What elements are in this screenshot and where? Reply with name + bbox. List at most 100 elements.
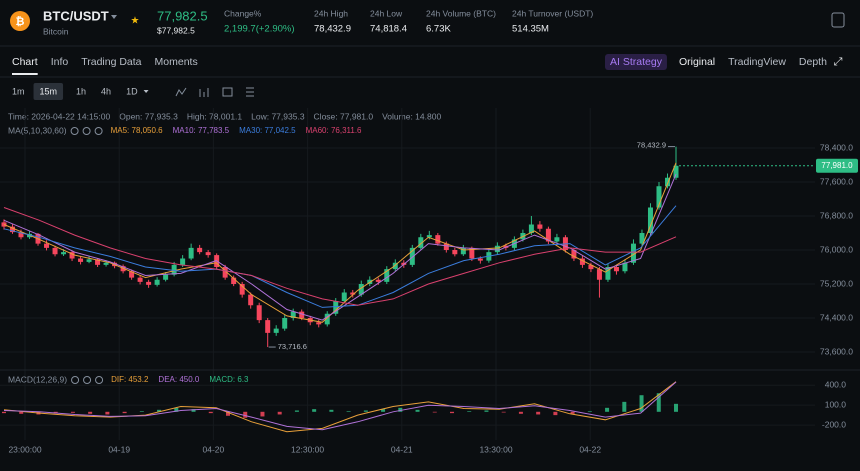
macd-bar: [570, 411, 575, 414]
macd-bar: [260, 411, 265, 417]
candle-body: [324, 313, 330, 325]
last-price-label: 77,981.0: [821, 161, 853, 170]
candle-body: [10, 226, 16, 233]
tab[interactable]: Trading Data: [81, 56, 141, 68]
interval[interactable]: 1h: [76, 86, 86, 96]
tool-icons: [175, 87, 254, 97]
tool-icon[interactable]: [175, 87, 187, 97]
candle-body: [273, 328, 279, 333]
tool-icon[interactable]: [222, 87, 233, 97]
view-tab[interactable]: Depth: [799, 56, 827, 68]
ai-pill: [605, 54, 667, 70]
settings-icon[interactable]: [831, 12, 845, 28]
macd-bar: [139, 411, 144, 412]
tool-icon[interactable]: [246, 87, 254, 97]
macd-icon[interactable]: [83, 376, 92, 384]
macd-icon[interactable]: [71, 376, 80, 384]
ohlc-info: Time: 2026-04-22 14:15:00: [8, 111, 110, 121]
price-chart: 23:00:00 04-19 04-20 12:30:00 04-21 13:30:00 0…: [0, 108, 860, 454]
macd-bar: [19, 411, 24, 414]
low-label: 73,716.6: [278, 342, 307, 351]
macd-bar: [363, 410, 368, 412]
ohlc-info: Close: 77,981.0: [314, 111, 374, 121]
candle-body: [61, 252, 67, 255]
ma-icon[interactable]: [94, 127, 103, 135]
candle-body: [494, 245, 500, 253]
candle-body: [579, 258, 585, 265]
y-tick-label: 73,600.0: [820, 346, 853, 356]
candle-body: [469, 247, 475, 259]
view-tab[interactable]: TradingView: [728, 56, 786, 68]
stat-label: Change%: [224, 8, 262, 18]
ma-icon[interactable]: [70, 127, 79, 135]
macd-bar: [208, 411, 213, 414]
macd-bar: [484, 410, 489, 412]
tab[interactable]: Chart: [12, 56, 38, 68]
candle-body: [137, 277, 143, 282]
candle-body: [443, 243, 449, 250]
x-label: 04-22: [579, 444, 601, 454]
candle-body: [86, 259, 92, 262]
favorite[interactable]: ★: [131, 16, 140, 27]
candle-body: [69, 252, 75, 259]
last-price: 77,982.5: [157, 8, 208, 23]
interval[interactable]: 15m: [40, 86, 58, 96]
stat-value: 74,818.4: [370, 24, 407, 35]
ma-line: [3, 205, 677, 308]
interval[interactable]: 1D: [126, 86, 138, 96]
tab[interactable]: Moments: [155, 56, 198, 68]
candle-body: [341, 292, 347, 301]
candle-body: [613, 267, 619, 272]
macd-bar: [450, 411, 454, 414]
macd-title: MACD(12,26,9): [8, 374, 67, 384]
x-label: 04-19: [108, 444, 130, 454]
candle-body: [639, 233, 645, 244]
macd-bar: [88, 411, 93, 414]
macd-bar: [639, 395, 644, 412]
view-tab[interactable]: Original: [679, 56, 715, 68]
macd-bar: [622, 401, 627, 412]
interval-active: [33, 83, 64, 100]
candle-body: [290, 311, 296, 318]
interval-caret[interactable]: [143, 90, 149, 93]
dropdown[interactable]: [111, 15, 117, 19]
macd-bar: [432, 411, 437, 413]
fullscreen[interactable]: ⤢: [834, 56, 843, 68]
x-label: 13:30:00: [479, 444, 512, 454]
macd-chart: 400.0 100.0 -200.0 MACD(12,26,9) DIF: 453.2 D…: [0, 374, 846, 433]
macd-bar: [329, 409, 334, 412]
candle-body: [205, 252, 211, 256]
macd-icon[interactable]: [95, 376, 104, 384]
candle-body: [248, 294, 254, 306]
macd-line: [3, 381, 677, 431]
interval[interactable]: 1m: [12, 86, 25, 96]
right-tabs: AI Strategy Original TradingView Depth: [605, 54, 827, 70]
macd-bar: [243, 411, 248, 418]
x-label: 12:30:00: [291, 444, 324, 454]
macd-bar: [415, 409, 420, 412]
y-tick-label: 76,000.0: [820, 244, 853, 254]
ma-legend: MA30: 77,042.5: [239, 126, 296, 135]
ma-icon[interactable]: [82, 127, 91, 135]
tab[interactable]: Info: [51, 56, 69, 68]
candle-body: [409, 247, 415, 265]
candle-body: [358, 284, 364, 295]
tool-icon[interactable]: [199, 88, 209, 97]
y-tick-label: 74,400.0: [820, 312, 853, 322]
macd-bar: [174, 407, 179, 412]
ohlc-info: Volume: 14.800: [382, 111, 441, 121]
ohlc-info: Open: 77,935.3: [119, 111, 178, 121]
macd-bar: [294, 410, 299, 412]
macd-bar: [312, 409, 317, 412]
macd-legend: DIF: 453.2: [111, 375, 149, 384]
macd-bar: [157, 409, 162, 412]
pair[interactable]: BTC/USDT: [43, 8, 109, 23]
candle-body: [554, 237, 560, 242]
candle-body: [418, 237, 424, 248]
interval[interactable]: 4h: [101, 86, 111, 96]
view-tab[interactable]: AI Strategy: [610, 56, 663, 68]
candle-body: [392, 262, 398, 270]
macd-bar: [553, 411, 558, 416]
y-tick-label: -200.0: [822, 419, 846, 429]
stat-value: 514.35M: [512, 24, 549, 35]
